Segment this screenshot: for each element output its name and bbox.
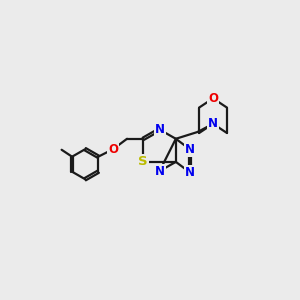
Text: O: O bbox=[108, 143, 118, 156]
Text: N: N bbox=[154, 123, 165, 136]
Text: N: N bbox=[185, 166, 195, 179]
Text: N: N bbox=[208, 117, 218, 130]
Text: N: N bbox=[154, 165, 165, 178]
Text: O: O bbox=[208, 92, 218, 105]
Text: N: N bbox=[185, 143, 195, 156]
Text: S: S bbox=[139, 155, 148, 168]
